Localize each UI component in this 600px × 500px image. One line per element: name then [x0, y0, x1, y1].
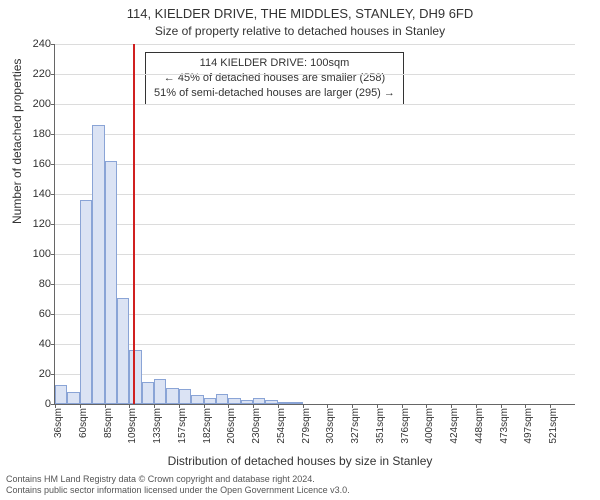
- histogram-bar: [117, 298, 129, 405]
- ytick-label: 20: [39, 368, 55, 380]
- histogram-bar: [278, 402, 290, 404]
- xtick-label: 279sqm: [301, 408, 312, 444]
- histogram-bar: [241, 400, 253, 405]
- ytick-label: 180: [33, 128, 55, 140]
- xtick-label: 206sqm: [226, 408, 237, 444]
- xtick-label: 351sqm: [375, 408, 386, 444]
- histogram-bar: [290, 402, 302, 404]
- xtick-label: 448sqm: [474, 408, 485, 444]
- annotation-line-3: 51% of semi-detached houses are larger (…: [154, 86, 395, 101]
- xtick-label: 400sqm: [424, 408, 435, 444]
- xtick-label: 424sqm: [449, 408, 460, 444]
- ytick-label: 140: [33, 188, 55, 200]
- plot-area: 114 KIELDER DRIVE: 100sqm ← 45% of detac…: [54, 44, 575, 405]
- xtick-label: 60sqm: [78, 408, 89, 438]
- xtick-label: 133sqm: [152, 408, 163, 444]
- xtick-label: 303sqm: [325, 408, 336, 444]
- histogram-bar: [129, 350, 141, 404]
- ytick-label: 220: [33, 68, 55, 80]
- xtick-label: 109sqm: [127, 408, 138, 444]
- ytick-label: 160: [33, 158, 55, 170]
- histogram-bar: [265, 400, 277, 405]
- xtick-label: 327sqm: [350, 408, 361, 444]
- xtick-label: 85sqm: [103, 408, 114, 438]
- xtick-label: 521sqm: [548, 408, 559, 444]
- histogram-bar: [80, 200, 92, 404]
- xtick-label: 254sqm: [276, 408, 287, 444]
- x-axis-label: Distribution of detached houses by size …: [0, 454, 600, 468]
- histogram-bar: [228, 398, 240, 404]
- y-axis-label: Number of detached properties: [10, 59, 24, 224]
- xtick-label: 230sqm: [251, 408, 262, 444]
- chart-title: 114, KIELDER DRIVE, THE MIDDLES, STANLEY…: [0, 6, 600, 21]
- chart-subtitle: Size of property relative to detached ho…: [0, 24, 600, 38]
- annotation-box: 114 KIELDER DRIVE: 100sqm ← 45% of detac…: [145, 52, 404, 105]
- xtick-label: 473sqm: [499, 408, 510, 444]
- histogram-bar: [253, 398, 265, 404]
- footer-line-1: Contains HM Land Registry data © Crown c…: [6, 474, 350, 485]
- histogram-bar: [179, 389, 191, 404]
- histogram-bar: [204, 398, 216, 404]
- annotation-line-1: 114 KIELDER DRIVE: 100sqm: [154, 56, 395, 71]
- footer-attribution: Contains HM Land Registry data © Crown c…: [6, 474, 350, 497]
- histogram-bar: [55, 385, 67, 405]
- ytick-label: 100: [33, 248, 55, 260]
- ytick-label: 200: [33, 98, 55, 110]
- histogram-bar: [92, 125, 104, 404]
- xtick-label: 376sqm: [400, 408, 411, 444]
- ytick-label: 240: [33, 38, 55, 50]
- ytick-label: 120: [33, 218, 55, 230]
- marker-line: [133, 44, 135, 404]
- ytick-label: 80: [39, 278, 55, 290]
- xtick-label: 36sqm: [53, 408, 64, 438]
- histogram-bar: [166, 388, 178, 405]
- ytick-label: 60: [39, 308, 55, 320]
- histogram-bar: [154, 379, 166, 405]
- histogram-bar: [216, 394, 228, 405]
- xtick-label: 497sqm: [523, 408, 534, 444]
- histogram-bar: [191, 395, 203, 404]
- xtick-label: 157sqm: [177, 408, 188, 444]
- xtick-label: 182sqm: [202, 408, 213, 444]
- histogram-bar: [142, 382, 154, 405]
- footer-line-2: Contains public sector information licen…: [6, 485, 350, 496]
- ytick-label: 40: [39, 338, 55, 350]
- histogram-bar: [105, 161, 117, 404]
- histogram-bar: [67, 392, 79, 404]
